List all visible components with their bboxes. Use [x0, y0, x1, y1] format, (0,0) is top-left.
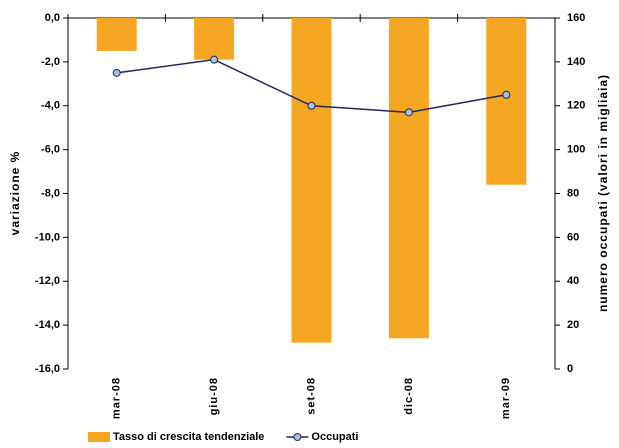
y-axis-title: variazione %	[8, 151, 22, 236]
legend-swatch	[293, 433, 302, 441]
bar	[194, 18, 235, 60]
y2-tick-label: 60	[567, 231, 579, 243]
y2-tick-label: 80	[567, 187, 579, 199]
line-marker	[112, 68, 121, 77]
y2-tick-label: 160	[567, 12, 585, 24]
y2-tick-label: 100	[567, 144, 585, 156]
line-marker	[502, 90, 511, 99]
y-tick-label: -14,0	[35, 319, 60, 331]
y2-tick-label: 40	[567, 275, 579, 287]
y2-axis-title: numero occupati (valori in migliaia)	[596, 74, 610, 312]
bar	[388, 18, 429, 339]
y2-tick-label: 0	[567, 363, 573, 375]
y-tick-label: -16,0	[35, 363, 60, 375]
y-tick-label: -10,0	[35, 231, 60, 243]
x-tick-label: set-08	[305, 377, 317, 415]
y-tick-label: -12,0	[35, 275, 60, 287]
y-tick-label: -8,0	[41, 187, 60, 199]
line-marker	[210, 55, 219, 64]
y-tick-label: -2,0	[41, 56, 60, 68]
x-tick-label: giu-08	[208, 377, 220, 415]
line-marker	[307, 101, 316, 110]
y2-tick-label: 140	[567, 56, 585, 68]
y2-tick-label: 20	[567, 319, 579, 331]
y2-tick-label: 120	[567, 100, 585, 112]
y-tick-label: -4,0	[41, 100, 60, 112]
x-tick-label: dic-08	[403, 377, 415, 415]
y-tick-label: 0,0	[45, 12, 60, 24]
x-tick-label: mar-09	[500, 377, 512, 419]
x-tick-label: mar-08	[111, 377, 123, 419]
legend-swatch	[88, 432, 110, 442]
bar	[291, 18, 332, 343]
bar	[486, 18, 527, 185]
bar	[96, 18, 137, 51]
y-tick-label: -6,0	[41, 144, 60, 156]
legend-label: Occupati	[311, 431, 358, 443]
legend-label: Tasso di crescita tendenziale	[113, 431, 264, 443]
line-marker	[404, 108, 413, 117]
